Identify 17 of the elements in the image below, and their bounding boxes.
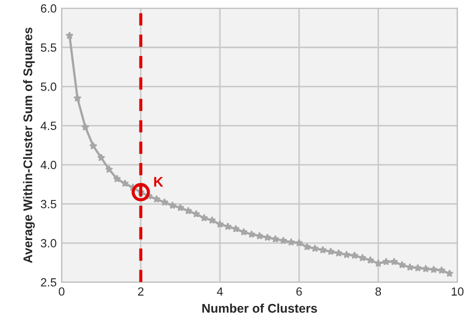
- annotation: K: [154, 177, 164, 187]
- y-tick-label: 5.5: [40, 44, 56, 52]
- x-tick-label: 2: [138, 287, 144, 296]
- y-tick-label: 3.5: [40, 200, 56, 208]
- x-tick-label: 4: [216, 287, 223, 296]
- x-axis-title: Number of Clusters: [202, 304, 317, 313]
- y-axis-title: Average Within-Cluster Sum of Squares: [23, 28, 35, 264]
- y-tick-label: 6.0: [40, 4, 56, 13]
- x-tick-label: 10: [452, 287, 464, 296]
- y-tick-label: 4.0: [40, 160, 56, 170]
- y-tick-label: 4.5: [40, 122, 56, 130]
- x-tick-label: 8: [375, 287, 382, 296]
- y-tick-label: 2.5: [40, 278, 56, 287]
- x-tick-label: 0: [58, 287, 64, 296]
- y-tick-label: 3.0: [40, 239, 56, 248]
- x-tick-label: 6: [296, 287, 302, 296]
- y-tick-label: 5.0: [40, 82, 56, 91]
